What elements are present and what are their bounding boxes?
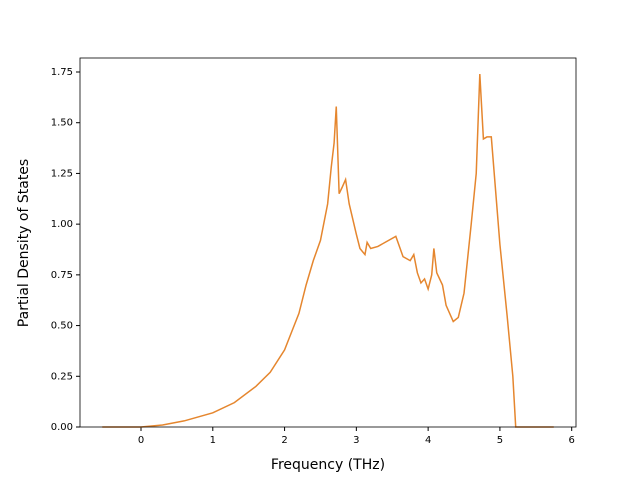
x-tick-label: 6	[569, 435, 575, 446]
axes-frame	[79, 57, 577, 428]
y-tick-label: 0.75	[51, 270, 73, 281]
x-tick-label: 1	[210, 435, 216, 446]
line-series	[102, 73, 554, 428]
y-tick-label: 1.00	[51, 219, 73, 230]
x-tick-label: 3	[353, 435, 359, 446]
y-tick-label: 0.25	[51, 371, 73, 382]
y-tick-label: 1.25	[51, 168, 73, 179]
y-tick-label: 1.75	[51, 67, 73, 78]
y-tick-label: 1.50	[51, 118, 73, 129]
y-axis-label: Partial Density of States	[16, 159, 32, 327]
x-tick-label: 2	[281, 435, 287, 446]
x-axis-label: Frequency (THz)	[271, 457, 385, 473]
x-tick-label: 0	[138, 435, 144, 446]
y-tick-label: 0.00	[51, 422, 73, 433]
x-tick-label: 4	[425, 435, 431, 446]
x-tick-label: 5	[497, 435, 503, 446]
y-tick-label: 0.50	[51, 321, 73, 332]
